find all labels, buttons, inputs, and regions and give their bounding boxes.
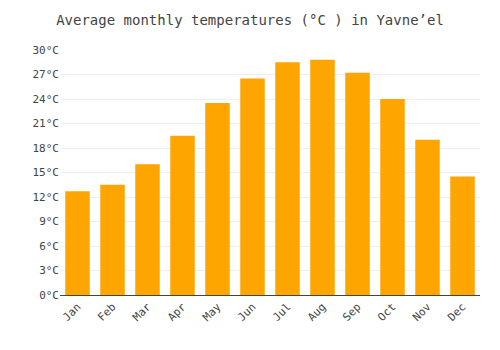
- svg-text:12°C: 12°C: [33, 191, 60, 204]
- svg-text:May: May: [200, 300, 224, 324]
- svg-text:24°C: 24°C: [33, 93, 60, 106]
- svg-text:Jan: Jan: [60, 301, 83, 324]
- svg-text:Feb: Feb: [95, 301, 118, 324]
- svg-text:Aug: Aug: [305, 301, 328, 324]
- svg-text:Average monthly temperatures (: Average monthly temperatures (°C ) in Ya…: [56, 12, 444, 28]
- svg-text:Sep: Sep: [340, 301, 363, 324]
- svg-text:21°C: 21°C: [33, 117, 60, 130]
- svg-text:Apr: Apr: [165, 300, 189, 324]
- svg-text:3°C: 3°C: [39, 264, 59, 277]
- svg-text:Mar: Mar: [130, 300, 154, 324]
- svg-text:15°C: 15°C: [33, 166, 60, 179]
- svg-text:Dec: Dec: [445, 301, 468, 324]
- svg-text:30°C: 30°C: [33, 44, 60, 57]
- svg-text:Nov: Nov: [410, 300, 434, 324]
- svg-text:6°C: 6°C: [39, 240, 59, 253]
- svg-text:27°C: 27°C: [33, 68, 60, 81]
- svg-text:Jul: Jul: [270, 301, 293, 324]
- svg-text:18°C: 18°C: [33, 142, 60, 155]
- svg-text:Jun: Jun: [235, 301, 258, 324]
- svg-text:9°C: 9°C: [39, 215, 59, 228]
- svg-text:0°C: 0°C: [39, 289, 59, 302]
- svg-text:Oct: Oct: [375, 301, 398, 324]
